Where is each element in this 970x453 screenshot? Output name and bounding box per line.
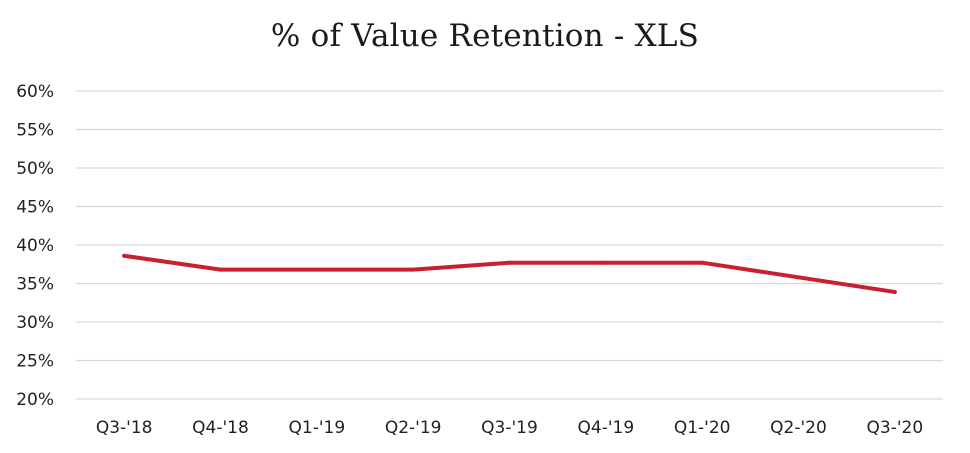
x-tick-label: Q3-'18 (96, 418, 153, 438)
data-point (411, 267, 416, 272)
gridlines (76, 90, 943, 400)
y-tick-label: 60% (16, 82, 54, 102)
y-tick-label: 50% (16, 159, 54, 179)
x-tick-label: Q2-'19 (385, 418, 442, 438)
data-point (314, 267, 319, 272)
data-point (507, 260, 512, 265)
x-tick-label: Q2-'20 (770, 418, 827, 438)
x-tick-label: Q1-'19 (289, 418, 346, 438)
x-tick-label: Q3-'19 (481, 418, 538, 438)
y-tick-label: 30% (16, 313, 54, 333)
y-tick-label: 35% (16, 275, 54, 295)
chart-title: % of Value Retention - XLS (270, 18, 700, 54)
data-point (218, 267, 223, 272)
y-tick-label: 40% (16, 236, 54, 256)
data-point (892, 289, 897, 294)
x-tick-label: Q4-'19 (578, 418, 635, 438)
y-tick-label: 20% (16, 390, 54, 410)
x-tick-label: Q4-'18 (192, 418, 249, 438)
y-axis: 20% 25% 30% 35% 40% 45% 50% 55% 60% (16, 82, 54, 410)
data-point (122, 253, 127, 258)
x-tick-label: Q3-'20 (867, 418, 924, 438)
data-point (603, 260, 608, 265)
data-point (796, 275, 801, 280)
data-point (700, 260, 705, 265)
x-tick-label: Q1-'20 (674, 418, 731, 438)
y-tick-label: 45% (16, 198, 54, 218)
y-tick-label: 25% (16, 352, 54, 372)
x-axis: Q3-'18 Q4-'18 Q1-'19 Q2-'19 Q3-'19 Q4-'19 Q1-'… (96, 418, 923, 438)
y-tick-label: 55% (16, 121, 54, 141)
